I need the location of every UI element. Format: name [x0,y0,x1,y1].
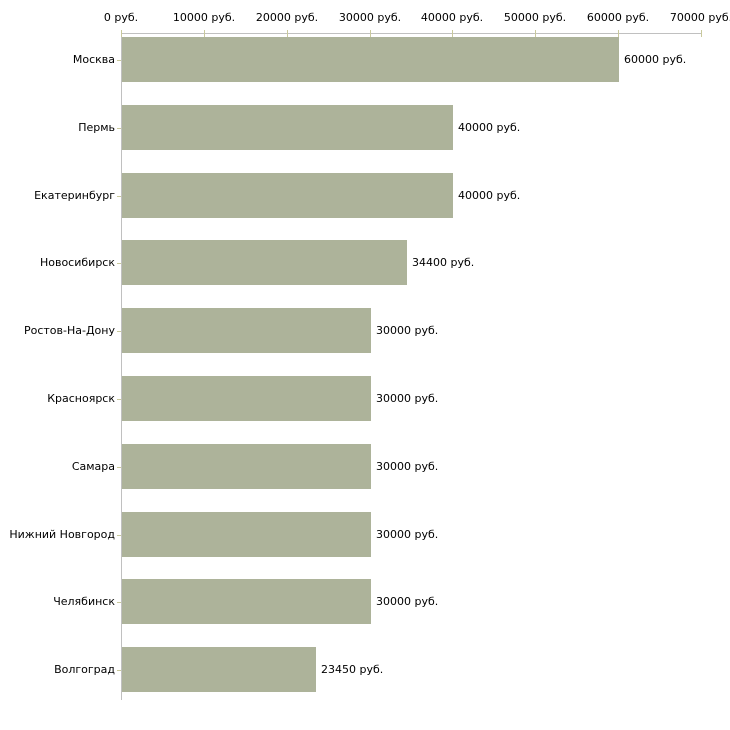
x-axis-tick [204,30,205,37]
y-axis-tick [117,535,121,536]
category-label: Самара [71,460,115,473]
x-axis-tick [287,30,288,37]
value-label: 40000 руб. [458,121,521,134]
y-axis-tick [117,399,121,400]
bar-Екатеринбург [122,173,453,218]
value-label: 30000 руб. [376,528,439,541]
x-axis-line [121,33,702,34]
value-label: 40000 руб. [458,189,521,202]
x-axis-tick-label: 40000 руб. [420,11,484,24]
x-axis-tick [618,30,619,37]
y-axis-tick [117,602,121,603]
x-axis-tick-label: 50000 руб. [503,11,567,24]
y-axis-tick [117,331,121,332]
y-axis-tick [117,467,121,468]
value-label: 30000 руб. [376,324,439,337]
bar-Пермь [122,105,453,150]
y-axis-line [121,33,122,700]
category-label: Екатеринбург [34,189,115,202]
value-label: 30000 руб. [376,392,439,405]
x-axis-tick [370,30,371,37]
category-label: Волгоград [54,663,115,676]
category-label: Красноярск [47,392,115,405]
bar-Москва [122,37,619,82]
x-axis-tick-label: 30000 руб. [338,11,402,24]
category-label: Новосибирск [39,256,115,269]
y-axis-tick [117,60,121,61]
bar-Нижний Новгород [122,512,371,557]
x-axis-tick [452,30,453,37]
bar-Новосибирск [122,240,407,285]
value-label: 30000 руб. [376,595,439,608]
bar-Челябинск [122,579,371,624]
y-axis-tick [117,196,121,197]
y-axis-tick [117,128,121,129]
x-axis-tick [121,30,122,37]
category-label: Челябинск [53,595,115,608]
value-label: 30000 руб. [376,460,439,473]
x-axis-tick [535,30,536,37]
x-axis-tick-label: 70000 руб. [669,11,730,24]
x-axis-tick-label: 60000 руб. [586,11,650,24]
value-label: 60000 руб. [624,53,687,66]
x-axis-tick [701,30,702,37]
bar-Красноярск [122,376,371,421]
value-label: 34400 руб. [412,256,475,269]
bar-Волгоград [122,647,316,692]
value-label: 23450 руб. [321,663,384,676]
category-label: Нижний Новгород [9,528,115,541]
x-axis-tick-label: 20000 руб. [255,11,319,24]
bar-Самара [122,444,371,489]
x-axis-tick-label: 10000 руб. [172,11,236,24]
y-axis-tick [117,670,121,671]
y-axis-tick [117,263,121,264]
category-label: Пермь [78,121,115,134]
category-label: Москва [72,53,115,66]
bar-Ростов-На-Дону [122,308,371,353]
x-axis-tick-label: 0 руб. [103,11,139,24]
category-label: Ростов-На-Дону [23,324,115,337]
